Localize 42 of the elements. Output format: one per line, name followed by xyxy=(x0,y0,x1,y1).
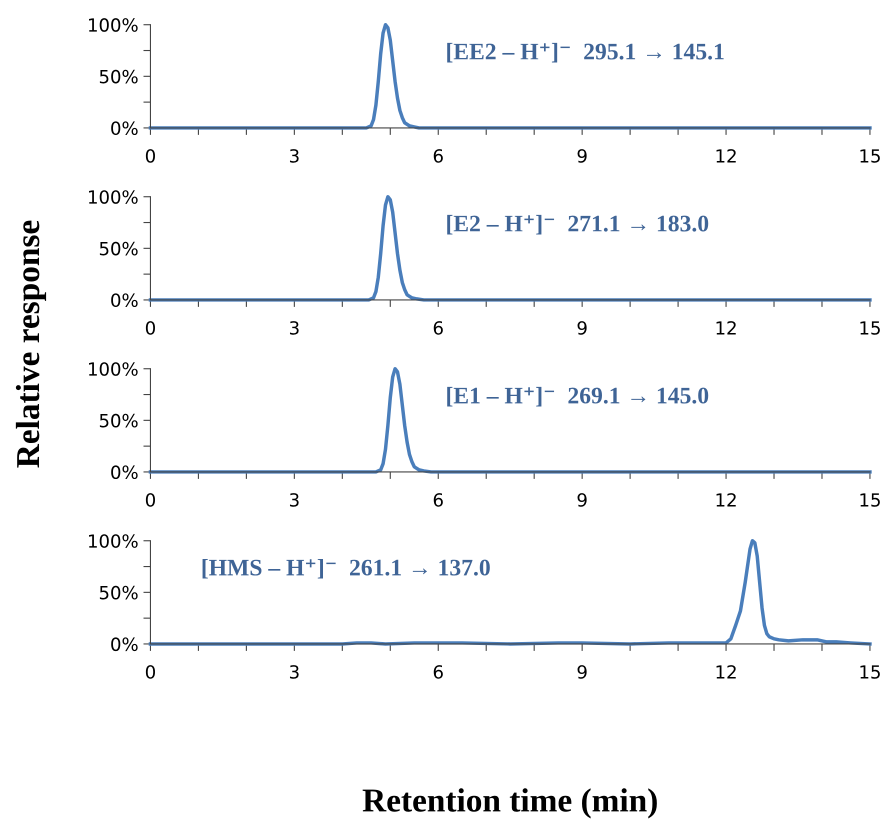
y-tick-label: 50% xyxy=(100,414,138,428)
x-tick-label: 12 xyxy=(716,493,736,506)
y-tick-label: 50% xyxy=(100,586,138,600)
x-tick-label: 15 xyxy=(860,493,880,507)
x-tick-label: 0 xyxy=(146,321,155,335)
annotation: [E1 – H⁺]⁻ 269.1 → 145.0 xyxy=(447,386,708,406)
x-tick-label: 6 xyxy=(434,321,443,335)
annotation: [HMS – H⁺]⁻ 261.1 → 137.0 xyxy=(202,558,490,578)
y-tick-label: 0% xyxy=(111,465,138,480)
y-tick-label: 100% xyxy=(89,190,138,204)
x-tick-label: 15 xyxy=(860,665,880,679)
annotation: [E2 – H⁺]⁻ 271.1 → 183.0 xyxy=(447,214,708,234)
x-tick-label: 0 xyxy=(146,665,155,679)
y-tick-label: 100% xyxy=(89,362,138,376)
y-tick-label: 0% xyxy=(111,637,138,652)
x-tick-label: 3 xyxy=(290,321,299,335)
y-tick-label: 50% xyxy=(100,70,138,84)
x-axis-title: Retention time (min) xyxy=(362,788,657,819)
y-tick-label: 50% xyxy=(100,242,138,256)
annotation: [EE2 – H⁺]⁻ 295.1 → 145.1 xyxy=(447,42,724,62)
x-tick-label: 9 xyxy=(578,321,587,335)
y-tick-label: 0% xyxy=(111,293,138,308)
y-tick-label: 0% xyxy=(111,121,138,136)
x-tick-label: 6 xyxy=(434,149,443,163)
x-tick-label: 6 xyxy=(434,493,443,507)
x-tick-label: 15 xyxy=(860,321,880,335)
x-tick-label: 6 xyxy=(434,665,443,679)
x-tick-label: 12 xyxy=(716,321,736,334)
x-tick-label: 0 xyxy=(146,493,155,507)
x-tick-label: 3 xyxy=(290,665,299,679)
x-tick-label: 3 xyxy=(290,493,299,507)
x-tick-label: 3 xyxy=(290,149,299,163)
x-tick-label: 9 xyxy=(578,149,587,163)
x-tick-label: 0 xyxy=(146,149,155,163)
x-tick-label: 12 xyxy=(716,665,736,679)
y-axis-title: Relative response xyxy=(16,220,46,468)
x-tick-label: 15 xyxy=(860,149,880,163)
x-tick-label: 12 xyxy=(716,149,736,162)
y-tick-label: 100% xyxy=(89,18,138,32)
y-tick-label: 100% xyxy=(89,534,138,548)
x-tick-label: 9 xyxy=(578,665,587,679)
x-tick-label: 9 xyxy=(578,493,587,507)
